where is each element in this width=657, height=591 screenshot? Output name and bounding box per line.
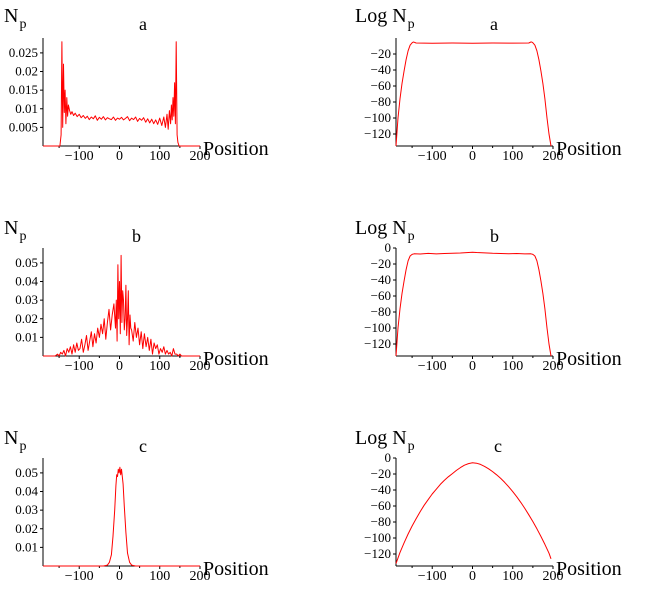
x-tick-label: 200 <box>190 149 211 164</box>
x-tick-label: 100 <box>149 569 170 584</box>
x-tick-label: 200 <box>543 569 564 584</box>
y-axis-label-subscript: p <box>408 439 415 454</box>
y-tick-label: −120 <box>364 126 391 141</box>
y-tick-label: 0.02 <box>15 521 38 536</box>
panel-label: a <box>139 14 147 34</box>
y-axis-label: N <box>4 427 18 449</box>
y-tick-label: 0.03 <box>15 502 38 517</box>
y-axis-label: N <box>4 217 18 239</box>
y-tick-label: −40 <box>371 272 391 287</box>
y-tick-label: −40 <box>371 62 391 77</box>
x-tick-label: 100 <box>149 359 170 374</box>
y-axis-label: Log N <box>355 5 407 27</box>
x-tick-label: 100 <box>502 359 523 374</box>
chart-panel-1: −100 0 100 200 0.005 0.01 0.015 0.02 0.025 Positi… <box>4 5 269 164</box>
x-axis-label: Position <box>203 138 269 160</box>
series-line <box>43 254 200 357</box>
chart-panel-5: −100 0 100 200 0.01 0.02 0.03 0.04 0.05 Position N… <box>4 427 269 584</box>
y-tick-label: 0.02 <box>15 64 38 79</box>
y-tick-label: −100 <box>364 530 391 545</box>
y-tick-label: −80 <box>371 514 391 529</box>
y-tick-label: 0 <box>385 450 392 465</box>
chart-panel-6: −100 0 100 2000−20−40−60−80−100−120Position… <box>355 427 622 584</box>
x-tick-label: −100 <box>65 569 94 584</box>
x-axis-label: Position <box>556 138 622 160</box>
y-tick-label: −60 <box>371 288 391 303</box>
x-tick-label: 0 <box>116 359 123 374</box>
series-line <box>395 462 552 564</box>
x-tick-label: 200 <box>190 569 211 584</box>
y-tick-label: 0.03 <box>15 292 38 307</box>
y-axis-label: Log N <box>355 217 407 239</box>
x-tick-label: −100 <box>418 149 447 164</box>
y-axis-label: Log N <box>355 427 407 449</box>
y-axis-label-subscript: p <box>408 17 415 32</box>
series-line <box>43 41 200 147</box>
panel-label: a <box>490 14 498 34</box>
y-tick-label: 0.04 <box>15 484 38 499</box>
y-tick-label: 0.05 <box>15 465 38 480</box>
y-tick-label: −60 <box>371 78 391 93</box>
series-line <box>395 41 552 147</box>
x-tick-label: 100 <box>502 569 523 584</box>
x-tick-label: −100 <box>418 359 447 374</box>
x-axis-label: Position <box>556 558 622 580</box>
x-axis-label: Position <box>556 348 622 370</box>
y-tick-label: −20 <box>371 46 391 61</box>
x-tick-label: −100 <box>65 149 94 164</box>
y-tick-label: 0.005 <box>9 119 38 134</box>
y-tick-label: −60 <box>371 498 391 513</box>
y-tick-label: 0 <box>385 240 392 255</box>
x-tick-label: 200 <box>543 149 564 164</box>
y-tick-label: 0.05 <box>15 255 38 270</box>
x-tick-label: 0 <box>469 359 476 374</box>
x-axis-label: Position <box>203 348 269 370</box>
y-tick-label: −100 <box>364 320 391 335</box>
y-tick-label: −20 <box>371 466 391 481</box>
x-tick-label: 0 <box>469 149 476 164</box>
y-tick-label: 0.01 <box>15 329 38 344</box>
series-line <box>395 251 552 357</box>
panel-label: c <box>494 436 502 456</box>
y-tick-label: −40 <box>371 482 391 497</box>
chart-panel-4: −100 0 100 2000−20−40−60−80−100−120Position… <box>355 217 622 374</box>
y-tick-label: −100 <box>364 110 391 125</box>
x-tick-label: 100 <box>149 149 170 164</box>
series-line <box>43 466 200 567</box>
y-tick-label: 0.025 <box>9 45 38 60</box>
y-tick-label: 0.015 <box>9 82 38 97</box>
y-tick-label: 0.02 <box>15 311 38 326</box>
x-tick-label: 0 <box>116 569 123 584</box>
panel-label: b <box>132 226 141 246</box>
y-axis-label-subscript: p <box>408 229 415 244</box>
x-tick-label: −100 <box>65 359 94 374</box>
x-tick-label: 200 <box>190 359 211 374</box>
x-tick-label: 0 <box>116 149 123 164</box>
y-tick-label: −120 <box>364 546 391 561</box>
x-axis-label: Position <box>203 558 269 580</box>
x-tick-label: 0 <box>469 569 476 584</box>
y-tick-label: −80 <box>371 94 391 109</box>
panel-label: b <box>490 226 499 246</box>
y-axis-label-subscript: p <box>19 439 26 454</box>
chart-panel-3: −100 0 100 200 0.01 0.02 0.03 0.04 0.05 Position N… <box>4 217 269 374</box>
chart-panel-2: −100 0 100 200−20−40−60−80−100−120PositionL… <box>355 5 622 164</box>
y-tick-label: −20 <box>371 256 391 271</box>
y-axis-label: N <box>4 5 18 27</box>
x-tick-label: 200 <box>543 359 564 374</box>
y-tick-label: 0.01 <box>15 101 38 116</box>
y-tick-label: 0.04 <box>15 274 38 289</box>
y-axis-label-subscript: p <box>19 229 26 244</box>
y-axis-label-subscript: p <box>19 17 26 32</box>
y-tick-label: −120 <box>364 336 391 351</box>
panel-label: c <box>139 436 147 456</box>
x-tick-label: 100 <box>502 149 523 164</box>
y-tick-label: −80 <box>371 304 391 319</box>
x-tick-label: −100 <box>418 569 447 584</box>
y-tick-label: 0.01 <box>15 539 38 554</box>
